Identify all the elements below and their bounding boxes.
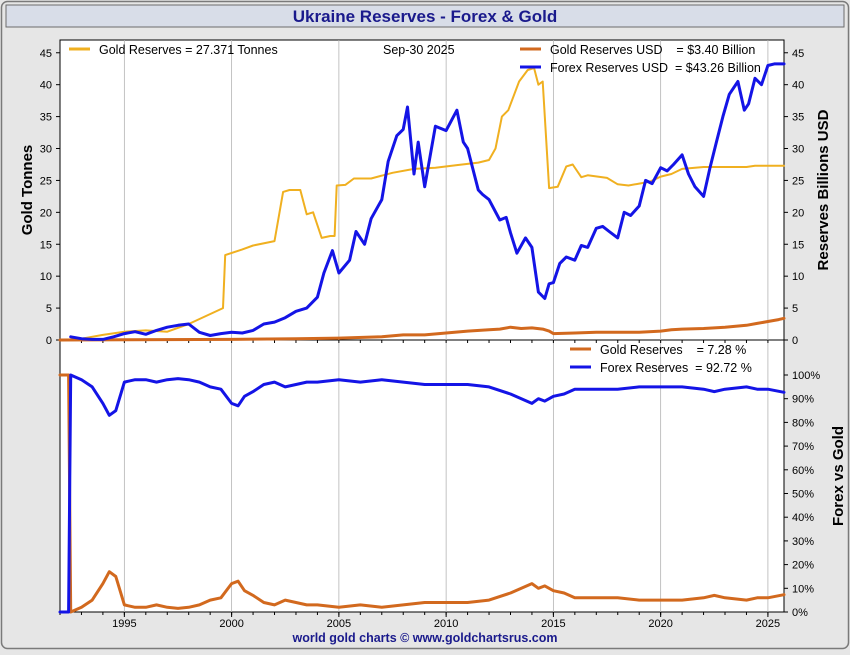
- bottom-right-tick-label: 10%: [792, 583, 814, 595]
- top-left-tick-label: 10: [40, 271, 52, 283]
- bottom-legend: Gold Reserves = 7.28 % Forex Reserves = …: [570, 343, 752, 375]
- legend-gold-tonnes: Gold Reserves = 27.371 Tonnes: [99, 43, 278, 57]
- right-axis-label-bottom: Forex vs Gold: [830, 426, 847, 526]
- top-axis-ticks: 0 0 5 5 10 10 15 15 20 20 25 25 30 30 35 35 40 40 45 45: [40, 48, 805, 347]
- title-bar: [5, 4, 845, 28]
- top-right-tick-label: 30: [792, 144, 804, 156]
- bottom-right-tick-label: 30%: [792, 536, 814, 548]
- bottom-right-tick-label: 20%: [792, 560, 814, 572]
- top-right-tick-label: 0: [792, 335, 798, 347]
- x-tick-label: 2010: [434, 618, 458, 630]
- x-tick-label: 2000: [219, 618, 243, 630]
- x-tick-label: 2020: [648, 618, 672, 630]
- bottom-right-tick-label: 70%: [792, 441, 814, 453]
- top-right-tick-label: 5: [792, 303, 798, 315]
- grid-lines: [123, 40, 769, 612]
- top-right-tick-label: 10: [792, 271, 804, 283]
- top-left-tick-label: 40: [40, 80, 52, 92]
- footer-credit: world gold charts © www.goldchartsrus.co…: [291, 631, 557, 645]
- bottom-right-tick-label: 50%: [792, 489, 814, 501]
- x-tick-label: 2025: [756, 618, 780, 630]
- top-right-tick-label: 40: [792, 80, 804, 92]
- x-tick-label: 2005: [327, 618, 351, 630]
- series-layer: [58, 62, 786, 614]
- legend-date: Sep-30 2025: [383, 43, 455, 57]
- left-axis-label: Gold Tonnes: [19, 145, 36, 236]
- legend-forex-pct: Forex Reserves = 92.72 %: [600, 361, 752, 375]
- top-left-tick-label: 35: [40, 112, 52, 124]
- top-left-tick-label: 20: [40, 207, 52, 219]
- bottom-right-tick-label: 60%: [792, 465, 814, 477]
- series-gold-pct-line: [58, 373, 786, 614]
- bottom-right-tick-label: 80%: [792, 417, 814, 429]
- top-legend: Gold Reserves = 27.371 Tonnes Sep-30 202…: [69, 43, 761, 75]
- top-left-tick-label: 30: [40, 144, 52, 156]
- top-left-tick-label: 5: [46, 303, 52, 315]
- x-axis-ticks: 1995 2000 2005 2010 2015 2020 2025: [59, 340, 780, 630]
- bottom-axis-ticks: 0% 10% 20% 30% 40% 50% 60% 70% 80% 90% 100%: [784, 370, 820, 619]
- top-left-tick-label: 0: [46, 335, 52, 347]
- bottom-right-tick-label: 100%: [792, 370, 820, 382]
- right-axis-label-top: Reserves Billions USD: [815, 109, 832, 270]
- top-right-tick-label: 20: [792, 207, 804, 219]
- x-tick-label: 2015: [541, 618, 565, 630]
- series-forex-pct-line: [58, 373, 786, 614]
- legend-gold-usd: Gold Reserves USD = $3.40 Billion: [550, 43, 755, 57]
- top-right-tick-label: 15: [792, 239, 804, 251]
- top-left-tick-label: 45: [40, 48, 52, 60]
- legend-forex-usd: Forex Reserves USD = $43.26 Billion: [550, 61, 761, 75]
- top-left-tick-label: 15: [40, 239, 52, 251]
- series-forex-usd-line: [69, 62, 786, 341]
- top-right-tick-label: 45: [792, 48, 804, 60]
- bottom-right-tick-label: 90%: [792, 394, 814, 406]
- top-left-tick-label: 25: [40, 175, 52, 187]
- x-tick-label: 1995: [112, 618, 136, 630]
- series-gold-usd-line: [58, 316, 786, 342]
- top-right-tick-label: 25: [792, 175, 804, 187]
- bottom-right-tick-label: 40%: [792, 512, 814, 524]
- top-right-tick-label: 35: [792, 112, 804, 124]
- chart-title: Ukraine Reserves - Forex & Gold: [293, 7, 558, 26]
- bottom-right-tick-label: 0%: [792, 607, 808, 619]
- legend-gold-pct: Gold Reserves = 7.28 %: [600, 343, 746, 357]
